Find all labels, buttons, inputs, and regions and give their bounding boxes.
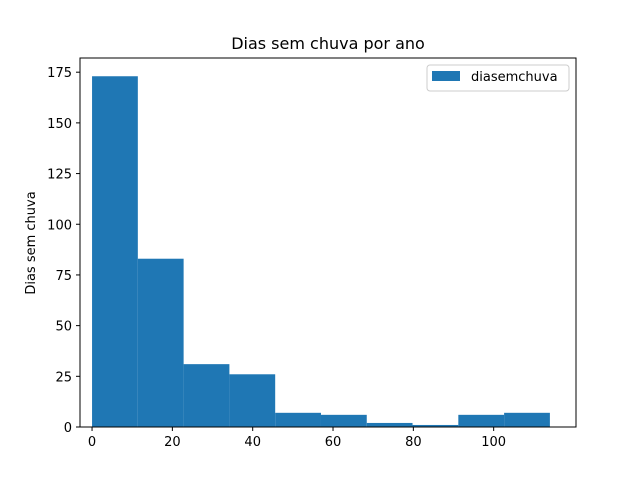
histogram-bar (229, 374, 276, 427)
histogram-bar (275, 412, 321, 427)
legend-box (426, 64, 570, 92)
y-axis-label: Dias sem chuva (24, 191, 39, 294)
histogram-bar (183, 364, 230, 427)
legend-swatch (432, 71, 460, 81)
x-tick-label: 40 (244, 435, 261, 450)
histogram-bar (320, 414, 367, 427)
x-tick-label: 80 (405, 435, 422, 450)
y-tick-label: 75 (55, 269, 72, 284)
legend-label: diasemchuva (471, 70, 558, 85)
y-tick-label: 50 (55, 320, 72, 335)
bars-group (92, 76, 550, 427)
histogram-bar (366, 422, 413, 427)
plot-frame (79, 57, 577, 428)
y-tick-label: 100 (47, 218, 72, 233)
x-tick-label: 20 (164, 435, 181, 450)
y-tick-label: 150 (47, 117, 72, 132)
x-tick-label: 60 (325, 435, 342, 450)
histogram-bar (137, 258, 184, 427)
y-axis-ticks: 0 25 50 75 100 125 150 175 (47, 66, 80, 436)
y-tick-label: 175 (47, 66, 72, 81)
histogram-bar (412, 424, 459, 427)
x-tick-label: 100 (481, 435, 506, 450)
histogram-bar (458, 414, 505, 427)
legend: diasemchuva (426, 64, 570, 92)
y-tick-label: 0 (64, 421, 72, 436)
chart-title: Dias sem chuva por ano (231, 34, 425, 53)
x-axis-ticks: 0 20 40 60 80 100 (88, 427, 506, 450)
histogram-bar (504, 412, 550, 427)
x-tick-label: 0 (88, 435, 96, 450)
y-tick-label: 125 (47, 168, 72, 183)
histogram-bar (92, 76, 138, 427)
y-tick-label: 25 (55, 370, 72, 385)
